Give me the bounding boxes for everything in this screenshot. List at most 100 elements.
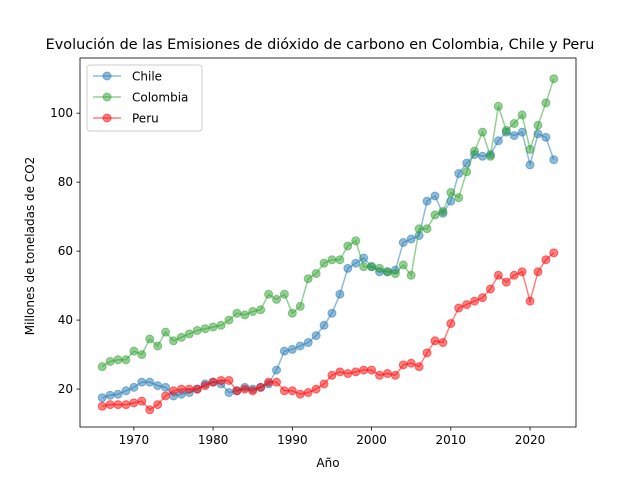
legend-marker xyxy=(102,113,112,123)
data-point xyxy=(422,196,432,206)
data-point xyxy=(359,365,369,375)
data-point xyxy=(121,400,131,410)
x-tick-label: 2010 xyxy=(436,433,467,447)
data-point xyxy=(327,308,337,318)
data-point xyxy=(97,401,107,411)
data-point xyxy=(184,384,194,394)
data-point xyxy=(248,306,258,316)
data-point xyxy=(343,241,353,251)
data-point xyxy=(137,350,147,360)
data-point xyxy=(462,300,472,310)
legend-marker xyxy=(102,92,112,102)
data-point xyxy=(462,167,472,177)
legend: Chile Colombia Peru xyxy=(86,64,203,132)
data-point xyxy=(295,341,305,351)
data-point xyxy=(264,377,274,387)
data-point xyxy=(382,267,392,277)
data-point xyxy=(232,386,242,396)
data-point xyxy=(137,396,147,406)
data-point xyxy=(549,74,559,84)
data-point xyxy=(129,382,139,392)
data-point xyxy=(501,125,511,135)
data-point xyxy=(224,315,234,325)
y-tick-label: 80 xyxy=(58,175,73,189)
data-point xyxy=(232,308,242,318)
data-point xyxy=(311,331,321,341)
data-point xyxy=(279,289,289,299)
x-tick-label: 2020 xyxy=(515,433,546,447)
data-point xyxy=(485,284,495,294)
data-point xyxy=(541,132,551,142)
data-point xyxy=(192,384,202,394)
data-point xyxy=(414,362,424,372)
data-point xyxy=(240,310,250,320)
data-point xyxy=(351,367,361,377)
y-axis-label: Millones de toneladas de CO2 xyxy=(23,157,37,336)
data-point xyxy=(216,320,226,330)
data-point xyxy=(287,308,297,318)
data-point xyxy=(272,294,281,304)
data-point xyxy=(343,369,353,379)
data-point xyxy=(422,224,432,234)
x-tick-label: 1970 xyxy=(119,433,150,447)
data-point xyxy=(517,267,527,277)
data-point xyxy=(113,389,123,399)
data-point xyxy=(113,355,123,365)
x-axis: 1970 1980 1990 2000 2010 2020 xyxy=(119,427,546,447)
x-tick-label: 1990 xyxy=(277,433,308,447)
y-axis: 20 40 60 80 100 xyxy=(50,106,80,396)
data-point xyxy=(153,400,163,410)
data-point xyxy=(351,258,361,268)
legend-marker xyxy=(102,71,112,81)
data-point xyxy=(200,381,210,391)
data-point xyxy=(470,296,480,306)
data-point xyxy=(478,127,487,137)
data-point xyxy=(438,206,448,216)
data-point xyxy=(161,391,171,401)
y-tick-label: 20 xyxy=(58,382,73,396)
data-point xyxy=(272,365,281,375)
data-point xyxy=(97,393,107,403)
y-tick-label: 100 xyxy=(50,106,73,120)
data-point xyxy=(319,320,329,330)
data-point xyxy=(295,301,305,311)
legend-item-chile: Chile xyxy=(93,70,162,84)
data-point xyxy=(129,346,139,356)
data-point xyxy=(311,269,321,279)
data-point xyxy=(414,224,424,234)
data-point xyxy=(549,248,559,258)
data-point xyxy=(398,260,408,270)
data-point xyxy=(478,293,487,303)
data-point xyxy=(454,169,464,179)
data-point xyxy=(470,146,480,156)
data-point xyxy=(398,360,408,370)
data-point xyxy=(248,386,258,396)
data-point xyxy=(224,388,234,398)
data-point xyxy=(121,355,131,365)
data-point xyxy=(327,370,337,380)
data-point xyxy=(438,338,448,348)
data-point xyxy=(390,269,400,279)
data-point xyxy=(105,390,115,400)
data-point xyxy=(430,210,440,220)
data-point xyxy=(493,136,503,146)
data-point xyxy=(525,144,535,154)
data-point xyxy=(153,341,163,351)
data-point xyxy=(169,336,178,346)
legend-label: Chile xyxy=(132,70,162,84)
data-point xyxy=(176,384,186,394)
data-point xyxy=(335,255,345,265)
data-point xyxy=(176,332,186,342)
data-point xyxy=(303,274,313,284)
data-point xyxy=(525,160,535,170)
data-point xyxy=(319,379,329,389)
data-point xyxy=(295,389,305,399)
data-point xyxy=(145,377,155,387)
data-point xyxy=(137,377,147,387)
data-point xyxy=(279,386,289,396)
data-point xyxy=(272,377,281,387)
data-point xyxy=(549,155,559,165)
data-point xyxy=(509,119,519,129)
data-point xyxy=(517,110,527,120)
data-point xyxy=(216,375,226,385)
